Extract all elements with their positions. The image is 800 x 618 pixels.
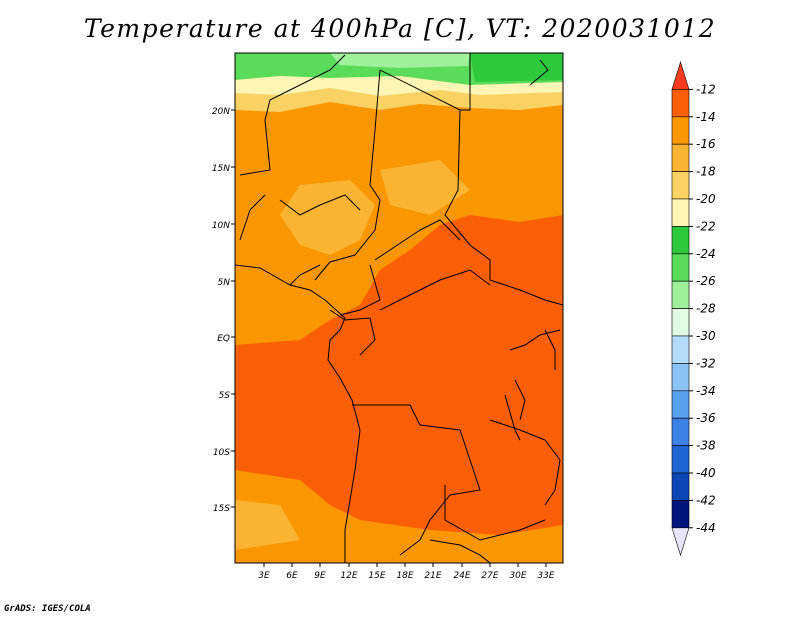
- colorbar-swatch: [671, 280, 690, 309]
- colorbar-label: -30: [696, 329, 716, 343]
- lat-tick-label: 10S: [213, 448, 230, 458]
- longitude-axis: 3E 6E 9E 12E 15E 18E 21E 24E 27E 30E 33E: [258, 571, 555, 581]
- colorbar-label: -36: [696, 411, 716, 425]
- colorbar-label: -40: [696, 466, 716, 480]
- colorbar-swatch: [671, 335, 690, 364]
- map-frame: [234, 52, 564, 564]
- colorbar-label: -20: [696, 192, 716, 206]
- lat-tick-label: 15N: [212, 164, 230, 174]
- colorbar-label: -42: [696, 493, 716, 507]
- colorbar-label: -44: [696, 521, 716, 535]
- colorbar-swatch: [671, 527, 690, 557]
- colorbar-swatch: [671, 89, 690, 118]
- colorbar-swatch: [671, 60, 690, 90]
- colorbar-swatch: [671, 500, 690, 529]
- lon-tick-label: 15E: [368, 571, 385, 581]
- colorbar-swatch: [671, 226, 690, 255]
- lon-tick-label: 12E: [340, 571, 357, 581]
- country-borders: [235, 53, 563, 563]
- lon-tick-label: 27E: [481, 571, 498, 581]
- colorbar-label: -24: [696, 247, 716, 261]
- colorbar-swatch: [671, 253, 690, 282]
- lat-tick-label: 20N: [212, 107, 230, 117]
- lon-tick-label: 3E: [258, 571, 270, 581]
- colorbar-swatch: [671, 143, 690, 172]
- credit-text: GrADS: IGES/COLA: [4, 604, 91, 614]
- colorbar-label: -28: [696, 302, 716, 316]
- colorbar-swatch: [671, 417, 690, 446]
- colorbar-swatch: [671, 390, 690, 419]
- lat-tick-label: 15S: [213, 504, 230, 514]
- colorbar-swatch: [671, 363, 690, 392]
- latitude-axis: 20N 15N 10N 5N EQ 5S 10S 15S: [212, 107, 230, 514]
- lon-tick-label: 18E: [396, 571, 413, 581]
- colorbar-label: -34: [696, 384, 716, 398]
- lon-tick-marks: [263, 563, 547, 567]
- lon-tick-label: 9E: [314, 571, 326, 581]
- colorbar-swatch: [671, 308, 690, 337]
- colorbar-swatch: [671, 198, 690, 227]
- colorbar-label: -26: [696, 274, 716, 288]
- colorbar-label: -14: [696, 110, 716, 124]
- colorbar-swatch: [671, 171, 690, 200]
- colorbar-label: -38: [696, 439, 716, 453]
- lat-tick-label: EQ: [217, 334, 230, 344]
- lon-tick-label: 30E: [509, 571, 526, 581]
- lon-tick-label: 24E: [453, 571, 470, 581]
- lat-tick-marks: [231, 109, 235, 508]
- colorbar-label: -18: [696, 165, 716, 179]
- lon-tick-label: 33E: [537, 571, 554, 581]
- colorbar-label: -12: [696, 82, 716, 96]
- lon-tick-label: 21E: [424, 571, 441, 581]
- colorbar-label: -22: [696, 219, 716, 233]
- colorbar-swatch: [671, 116, 690, 145]
- map-title: Temperature at 400hPa [C], VT: 202003101…: [83, 14, 717, 43]
- colorbar: -12 -14 -16 -18 -20 -22 -24 -26 -28 -30 -32 -34 -36 -…: [671, 60, 716, 557]
- lat-tick-label: 5N: [218, 278, 231, 288]
- lat-tick-label: 10N: [212, 221, 230, 231]
- colorbar-swatch: [671, 445, 690, 474]
- colorbar-swatch: [671, 472, 690, 501]
- lon-tick-label: 6E: [286, 571, 298, 581]
- lat-tick-label: 5S: [219, 391, 231, 401]
- colorbar-label: -32: [696, 356, 716, 370]
- temperature-field: [235, 53, 563, 563]
- colorbar-label: -16: [696, 137, 716, 151]
